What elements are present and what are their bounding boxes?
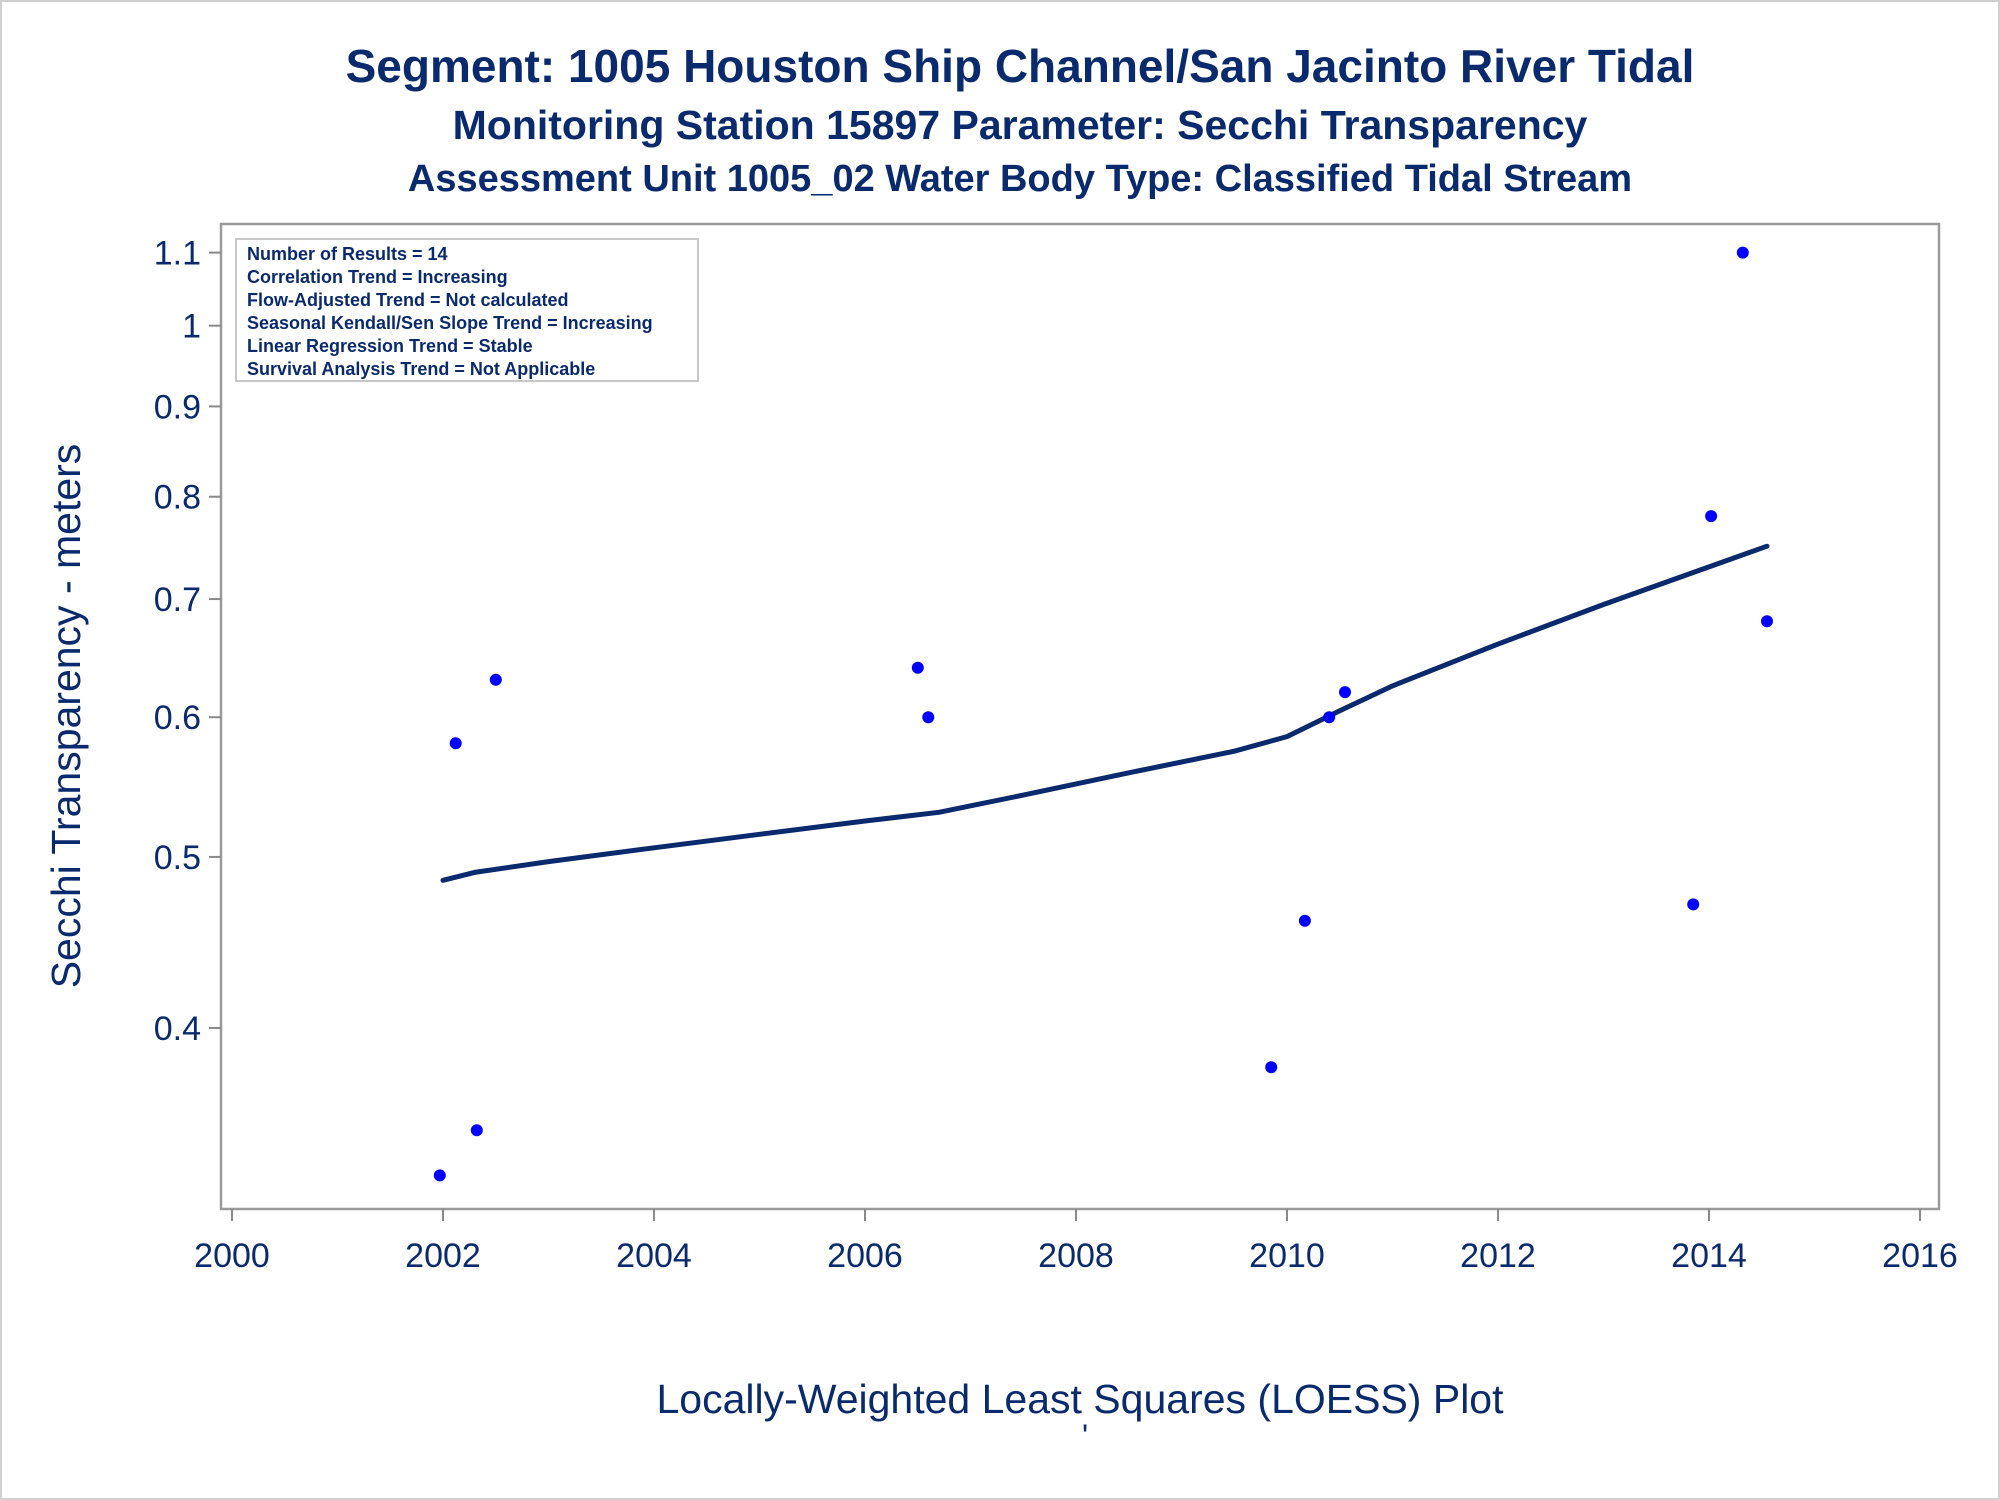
data-point	[489, 673, 502, 686]
y-tick-label: 0.9	[154, 388, 201, 426]
x-tick-label: 2008	[1038, 1237, 1114, 1275]
data-point	[922, 711, 935, 724]
legend-line: Correlation Trend = Increasing	[247, 267, 508, 287]
y-tick-label: 0.7	[154, 581, 201, 619]
x-tick-label: 2006	[827, 1237, 903, 1275]
x-axis-label: Locally-Weighted Least Squares (LOESS) P…	[656, 1376, 1504, 1422]
y-tick-label: 0.5	[154, 839, 201, 877]
chart-title: Segment: 1005 Houston Ship Channel/San J…	[346, 40, 1695, 92]
footnote: '	[1082, 1418, 1088, 1454]
y-axis: 0.4 0.5 0.6 0.7 0.8 0.9 1 1.1	[154, 235, 221, 1048]
data-point	[911, 661, 924, 674]
legend-line: Seasonal Kendall/Sen Slope Trend = Incre…	[247, 313, 653, 333]
data-point	[1323, 711, 1336, 724]
data-point	[1687, 898, 1700, 911]
y-tick-label: 0.4	[154, 1010, 201, 1048]
data-point	[1736, 246, 1749, 259]
legend-line: Flow-Adjusted Trend = Not calculated	[247, 290, 569, 310]
data-point	[449, 737, 462, 750]
data-point	[470, 1124, 483, 1137]
x-tick-label: 2000	[194, 1237, 270, 1275]
data-point	[1298, 914, 1311, 927]
data-point	[433, 1169, 446, 1182]
series-layer	[433, 246, 1773, 1182]
x-axis: 2000 2002 2004 2006 2008 2010 2012 2014 2016	[194, 1209, 1958, 1275]
x-tick-label: 2014	[1671, 1237, 1747, 1275]
x-tick-label: 2010	[1249, 1237, 1325, 1275]
chart-subtitle: Monitoring Station 15897 Parameter: Secc…	[453, 102, 1588, 148]
x-tick-label: 2004	[616, 1237, 692, 1275]
legend-line: Number of Results = 14	[247, 244, 448, 264]
y-tick-label: 1	[182, 308, 201, 346]
legend-line: Linear Regression Trend = Stable	[247, 336, 533, 356]
legend-line: Survival Analysis Trend = Not Applicable	[247, 359, 595, 379]
y-axis-label: Secchi Transparency - meters	[43, 444, 89, 989]
x-tick-label: 2016	[1882, 1237, 1958, 1275]
data-point	[1339, 686, 1351, 699]
data-point	[1705, 510, 1718, 523]
x-tick-label: 2002	[405, 1237, 481, 1275]
trend-info-box-border	[235, 238, 699, 382]
x-tick-label: 2012	[1460, 1237, 1536, 1275]
data-point	[1761, 615, 1773, 628]
data-point	[1265, 1061, 1278, 1074]
y-tick-label: 1.1	[154, 235, 201, 273]
loess-trend-line	[440, 543, 1770, 883]
chart-subtitle-2: Assessment Unit 1005_02 Water Body Type:…	[408, 158, 1632, 200]
y-tick-label: 0.8	[154, 479, 201, 517]
y-tick-label: 0.6	[154, 699, 201, 737]
trend-info-box: Number of Results = 14 Correlation Trend…	[235, 238, 699, 382]
